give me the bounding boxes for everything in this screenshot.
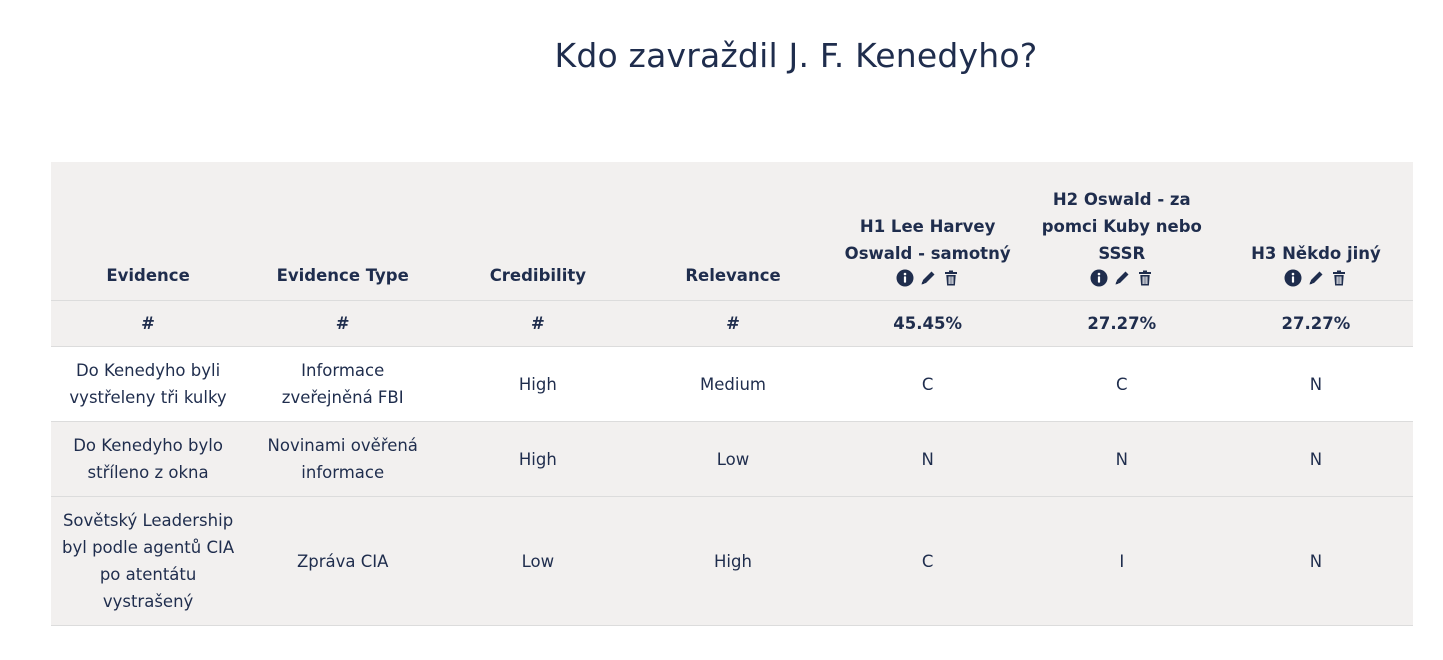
header-evidence: Evidence [51,162,246,301]
score-cell-relevance: # [635,300,831,347]
hypothesis-1-label: H1 Lee Harvey Oswald - samotný [844,217,1011,263]
score-cell-evidence-type: # [245,300,441,347]
relevance-cell: Medium [635,346,831,422]
score-cell-credibility: # [440,300,636,347]
hypothesis-2-actions [1033,267,1211,289]
header-credibility: Credibility [440,162,636,301]
credibility-cell: Low [440,496,636,626]
hypothesis-2-rating-cell[interactable]: C [1024,346,1219,422]
trash-icon[interactable] [941,268,961,288]
trash-icon[interactable] [1329,268,1349,288]
header-hypothesis-2: H2 Oswald - za pomci Kuby nebo SSSR [1024,162,1219,301]
trash-icon[interactable] [1135,268,1155,288]
page-title-wrapper: Kdo zavraždil J. F. Kenedyho? [0,36,1443,75]
evidence-cell[interactable]: Do Kenedyho byli vystřeleny tři kulky [51,346,246,422]
hypothesis-3-rating-cell[interactable]: N [1218,421,1413,497]
hypothesis-1-score: 45.45% [830,300,1025,347]
hypothesis-1-rating-cell[interactable]: N [830,421,1025,497]
hypothesis-3-rating-cell[interactable]: N [1218,496,1413,626]
credibility-cell: High [440,346,636,422]
hypothesis-3-score: 27.27% [1218,300,1413,347]
header-hypothesis-3: H3 Někdo jiný [1218,162,1413,301]
header-evidence-type: Evidence Type [245,162,441,301]
hypothesis-2-score: 27.27% [1024,300,1219,347]
table-row[interactable]: Do Kenedyho byli vystřeleny tři kulky In… [51,346,1413,422]
evidence-cell[interactable]: Sovětský Leadership byl podle agentů CIA… [51,496,246,626]
pencil-icon[interactable] [1112,268,1132,288]
ach-matrix: Evidence Evidence Type Credibility Relev… [51,162,1413,626]
header-hypothesis-1: H1 Lee Harvey Oswald - samotný [830,162,1025,301]
info-icon[interactable] [895,268,915,288]
hypothesis-1-actions [839,267,1017,289]
hypothesis-1-rating-cell[interactable]: C [830,496,1025,626]
hypothesis-3-actions [1227,267,1405,289]
hypothesis-1-rating-cell[interactable]: C [830,346,1025,422]
hypothesis-2-rating-cell[interactable]: N [1024,421,1219,497]
header-row: Evidence Evidence Type Credibility Relev… [51,162,1413,301]
evidence-type-cell: Informace zveřejněná FBI [245,346,441,422]
evidence-cell[interactable]: Do Kenedyho bylo stříleno z okna [51,421,246,497]
info-icon[interactable] [1089,268,1109,288]
evidence-type-cell: Zpráva CIA [245,496,441,626]
evidence-table: Evidence Evidence Type Credibility Relev… [51,162,1413,626]
hypothesis-3-rating-cell[interactable]: N [1218,346,1413,422]
evidence-type-cell: Novinami ověřená informace [245,421,441,497]
hypothesis-3-label: H3 Někdo jiný [1251,244,1381,263]
credibility-cell: High [440,421,636,497]
table-row[interactable]: Sovětský Leadership byl podle agentů CIA… [51,496,1413,626]
header-relevance: Relevance [635,162,831,301]
score-cell-evidence: # [51,300,246,347]
relevance-cell: High [635,496,831,626]
table-row[interactable]: Do Kenedyho bylo stříleno z okna Novinam… [51,421,1413,497]
hypothesis-2-label: H2 Oswald - za pomci Kuby nebo SSSR [1041,190,1202,263]
relevance-cell: Low [635,421,831,497]
pencil-icon[interactable] [1306,268,1326,288]
info-icon[interactable] [1283,268,1303,288]
hypothesis-2-rating-cell[interactable]: I [1024,496,1219,626]
pencil-icon[interactable] [918,268,938,288]
page-title: Kdo zavraždil J. F. Kenedyho? [554,36,1038,75]
score-row: # # # # 45.45% 27.27% 27.27% [51,300,1413,347]
